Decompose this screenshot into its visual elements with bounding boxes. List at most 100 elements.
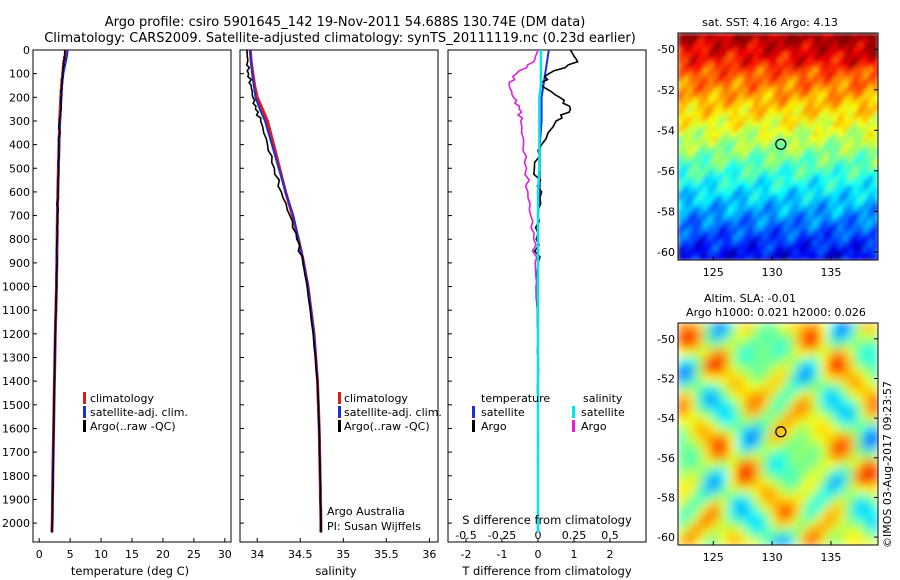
- sst-cell: [793, 82, 799, 88]
- sla-cell: [753, 451, 762, 461]
- sst-cell: [728, 126, 734, 133]
- sst-cell: [818, 37, 824, 44]
- sla-cell: [686, 493, 696, 503]
- sst-cell: [698, 47, 704, 54]
- sla-cell: [828, 374, 837, 384]
- sst-cell: [793, 62, 799, 69]
- sst-cell: [773, 171, 779, 177]
- sst-cell: [828, 33, 834, 39]
- sst-cell: [838, 47, 844, 54]
- sst-cell: [798, 67, 804, 74]
- sla-cell: [794, 374, 804, 384]
- sla-cell: [828, 323, 837, 333]
- sla-cell: [861, 527, 871, 538]
- sla-cell: [828, 476, 837, 486]
- sla-cell: [694, 527, 704, 538]
- sst-cell: [828, 111, 834, 118]
- sst-cell: [758, 97, 764, 103]
- sst-cell: [758, 250, 764, 256]
- sst-cell: [698, 250, 704, 256]
- sst-cell: [708, 205, 714, 212]
- sla-cell: [853, 382, 862, 392]
- sst-cell: [818, 52, 824, 59]
- sst-cell: [708, 230, 714, 236]
- sla-cell: [761, 485, 771, 495]
- sst-cell: [773, 121, 779, 128]
- sst-cell: [828, 210, 834, 217]
- sla-cell: [719, 340, 729, 350]
- sst-cell: [793, 181, 799, 187]
- sst-cell: [843, 52, 849, 59]
- sst-cell: [723, 171, 729, 177]
- sst-cell: [798, 82, 804, 88]
- sst-cell: [838, 171, 844, 177]
- sla-cell: [744, 374, 754, 384]
- sla-cell: [678, 510, 687, 520]
- sla-cell: [828, 382, 837, 392]
- sst-cell: [758, 126, 764, 133]
- sst-cell: [683, 171, 689, 177]
- sla-cell: [686, 434, 696, 444]
- sst-cell: [818, 62, 824, 69]
- sst-cell: [768, 245, 774, 251]
- sla-cell: [719, 527, 729, 538]
- sst-cell: [768, 67, 774, 74]
- sst-cell: [783, 166, 789, 172]
- sst-cell: [718, 67, 724, 74]
- sst-cell: [808, 52, 814, 59]
- sla-cell: [786, 323, 796, 333]
- sst-cell: [713, 92, 719, 98]
- sst-cell: [738, 195, 744, 202]
- sst-cell: [698, 111, 704, 118]
- sst-cell: [768, 62, 774, 69]
- sla-cell: [836, 416, 846, 427]
- sst-cell: [808, 57, 814, 64]
- sla-cell: [694, 434, 704, 444]
- sst-cell: [758, 240, 764, 246]
- sst-cell: [833, 62, 839, 69]
- sst-cell: [708, 210, 714, 217]
- sla-cell: [828, 348, 837, 358]
- sst-cell: [733, 107, 739, 113]
- sst-cell: [743, 33, 749, 39]
- sst-cell: [688, 47, 694, 54]
- map-y-tick-label: -56: [657, 452, 675, 465]
- sst-cell: [853, 102, 859, 108]
- sst-cell: [803, 215, 809, 222]
- sla-cell: [861, 476, 871, 486]
- sla-cell: [694, 519, 704, 529]
- sla-cell: [819, 485, 829, 495]
- sla-cell: [778, 434, 787, 444]
- sst-cell: [748, 195, 754, 202]
- sst-cell: [843, 77, 849, 83]
- sst-cell: [718, 116, 724, 123]
- sla-cell: [778, 468, 787, 478]
- sst-cell: [843, 166, 849, 172]
- sst-cell: [678, 181, 684, 187]
- sst-cell: [768, 235, 774, 241]
- sla-cell: [744, 399, 754, 409]
- sst-cell: [693, 47, 699, 54]
- sla-cell: [736, 527, 746, 538]
- sst-cell: [853, 131, 859, 138]
- sla-cell: [753, 485, 762, 495]
- sst-cell: [853, 47, 859, 54]
- sst-cell: [778, 72, 784, 79]
- sst-cell: [733, 72, 739, 79]
- sst-cell: [848, 220, 854, 227]
- sla-cell: [728, 434, 737, 444]
- sla-cell: [828, 391, 837, 401]
- sst-cell: [798, 185, 804, 192]
- sla-cell: [811, 493, 821, 503]
- sst-cell: [748, 205, 754, 212]
- sla-cell: [769, 382, 779, 392]
- sst-cell: [758, 185, 764, 192]
- sst-cell: [863, 82, 869, 88]
- sst-cell: [728, 62, 734, 69]
- sst-cell: [728, 116, 734, 123]
- sla-cell: [819, 331, 829, 341]
- sst-cell: [788, 230, 794, 236]
- sla-cell: [736, 459, 746, 469]
- sla-cell: [853, 527, 862, 538]
- sla-cell: [761, 331, 771, 341]
